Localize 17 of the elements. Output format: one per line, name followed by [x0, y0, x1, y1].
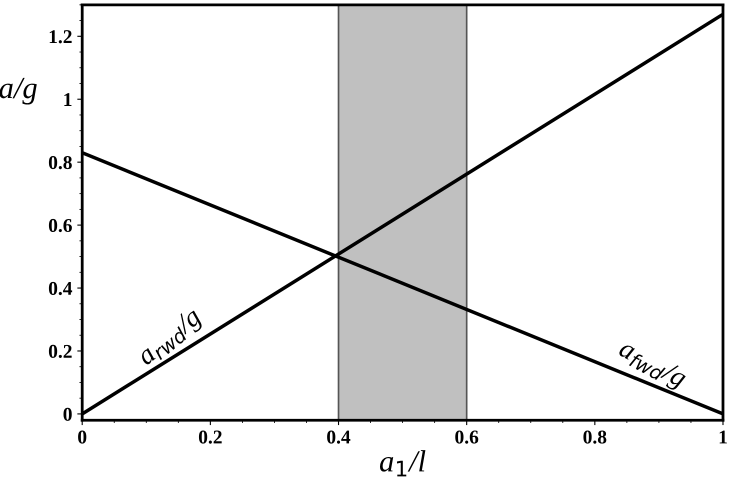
x-tick-label: 0.6: [455, 430, 478, 444]
text: a$_{fwd}$/g: [615, 338, 688, 393]
text: a$_{rwd}$/g: [135, 306, 206, 370]
y-tick-label: 0: [64, 408, 72, 421]
y-tick-label: 0.2: [48, 344, 72, 358]
x-tick-label: 0.8: [583, 430, 606, 444]
y-tick-label: 1.2: [50, 30, 72, 44]
x-tick-label: 0: [78, 430, 86, 444]
x-tick-label: 0.2: [198, 430, 222, 444]
y-tick-label: 1: [64, 93, 72, 106]
x-axis-title: a$_{1}$/l: [380, 450, 426, 476]
y-axis-title: a/g: [0, 78, 37, 105]
y-tick-label: 0.6: [48, 218, 72, 232]
x-tick-label: 0.4: [327, 430, 350, 444]
y-tick-label: 0.8: [48, 156, 72, 170]
y-tick-label: 0.4: [48, 282, 72, 296]
x-tick-label: 1: [720, 430, 727, 444]
